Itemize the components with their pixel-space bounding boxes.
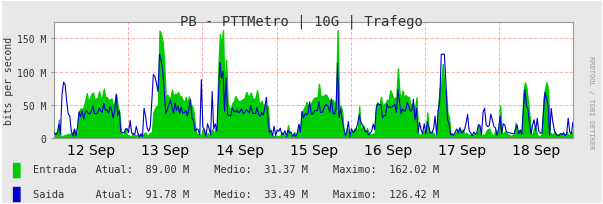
Text: █: █	[12, 162, 19, 177]
Text: Entrada   Atual:  89.00 M    Medio:  31.37 M    Maximo:  162.02 M: Entrada Atual: 89.00 M Medio: 31.37 M Ma…	[33, 164, 440, 174]
Text: Saida     Atual:  91.78 M    Medio:  33.49 M    Maximo:  126.42 M: Saida Atual: 91.78 M Medio: 33.49 M Maxi…	[33, 189, 440, 199]
Y-axis label: bits per second: bits per second	[4, 37, 14, 124]
Text: RRDTOOL / TOBI OETIKER: RRDTOOL / TOBI OETIKER	[588, 55, 594, 149]
Text: PB - PTTMetro | 10G | Trafego: PB - PTTMetro | 10G | Trafego	[180, 14, 423, 29]
Text: █: █	[12, 186, 19, 202]
